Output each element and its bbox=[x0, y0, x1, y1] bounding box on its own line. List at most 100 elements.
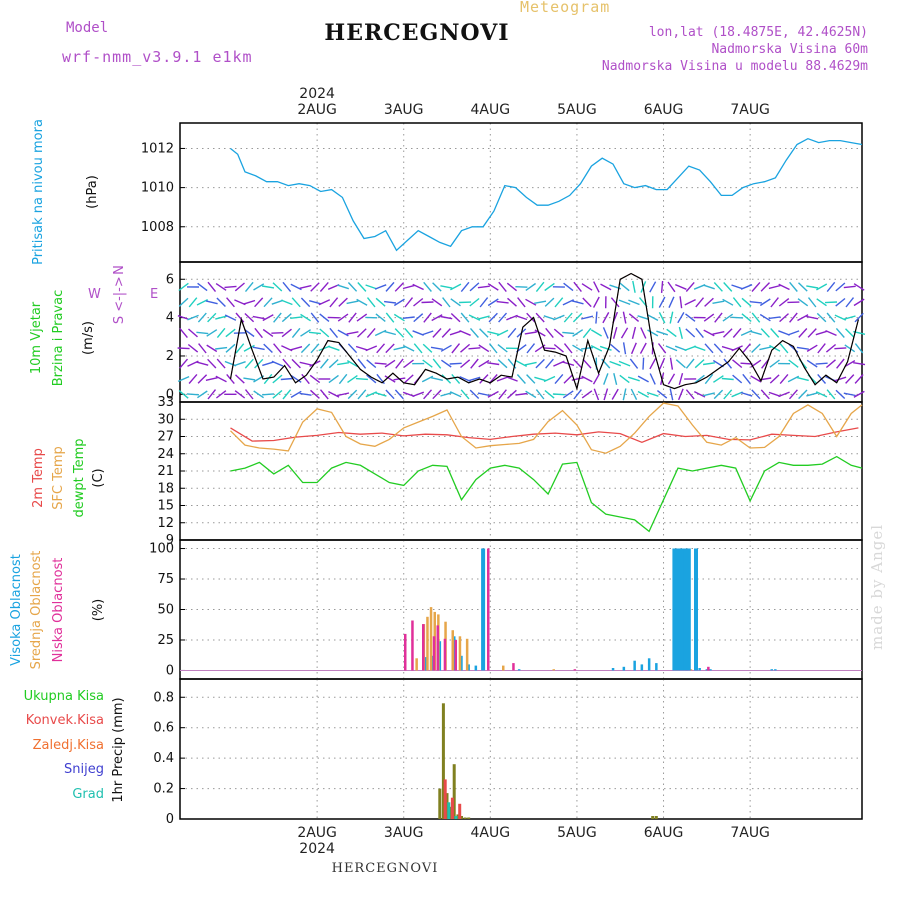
cloud-bar bbox=[705, 669, 709, 671]
wind-barb bbox=[384, 359, 396, 368]
wind-barb bbox=[207, 358, 217, 369]
wind-barb bbox=[646, 391, 659, 397]
wind-barb bbox=[347, 343, 358, 354]
cloud-bar bbox=[770, 669, 773, 671]
wind-barb bbox=[835, 389, 846, 400]
wind-barb bbox=[778, 298, 790, 307]
cloud-bar bbox=[429, 607, 433, 671]
wind-barb bbox=[798, 282, 808, 292]
cloud-bar bbox=[698, 668, 701, 671]
wind-barb bbox=[741, 297, 752, 307]
wind-barb bbox=[198, 343, 207, 354]
wind-barb bbox=[319, 281, 329, 292]
wind-barb bbox=[573, 389, 582, 400]
wind-barb bbox=[534, 376, 547, 382]
wind-barb bbox=[281, 328, 292, 338]
wind-barb bbox=[554, 297, 564, 308]
wind-barb bbox=[487, 283, 499, 291]
wind-barb bbox=[497, 359, 508, 369]
wind-barb bbox=[385, 343, 395, 354]
wind-barb bbox=[713, 343, 724, 354]
wind-barb bbox=[310, 389, 320, 399]
wind-barb bbox=[622, 388, 627, 401]
wind-barb bbox=[609, 360, 622, 367]
wind-barb bbox=[449, 391, 462, 398]
wind-barb bbox=[807, 328, 817, 338]
wind-barb bbox=[328, 359, 339, 369]
wind-barb bbox=[197, 374, 208, 384]
wind-barb bbox=[553, 314, 565, 321]
wind-barb bbox=[637, 390, 649, 398]
wind-barb bbox=[423, 281, 432, 292]
precip-bar bbox=[651, 816, 655, 819]
wind-barb bbox=[582, 327, 592, 339]
wind-barb bbox=[244, 358, 254, 369]
wind-barb bbox=[423, 389, 433, 400]
wind-barb bbox=[291, 297, 301, 308]
wind-barb bbox=[310, 343, 320, 354]
wind-barb bbox=[263, 373, 273, 385]
wind-barb bbox=[853, 283, 865, 291]
wind-barb bbox=[769, 374, 780, 384]
wind-barb bbox=[732, 359, 743, 369]
wind-barb bbox=[291, 327, 301, 339]
wind-barb bbox=[291, 358, 301, 369]
wind-barb bbox=[703, 284, 715, 290]
wind-barb bbox=[797, 298, 809, 307]
dewpoint-line bbox=[230, 455, 863, 533]
wind-barb bbox=[685, 389, 695, 400]
wind-barb bbox=[281, 345, 293, 352]
wind-barb bbox=[535, 312, 545, 323]
wind-barb bbox=[412, 283, 424, 291]
wind-barb bbox=[506, 376, 518, 382]
wind-barb bbox=[610, 343, 621, 353]
wind-ylabel: 10m Vjetar bbox=[29, 301, 44, 374]
wind-barb bbox=[477, 315, 490, 320]
wind-barb bbox=[732, 374, 743, 384]
elevation-label: Nadmorska Visina 60m bbox=[711, 42, 868, 57]
wind-barb bbox=[825, 329, 837, 337]
x-date-label-top: 7AUG bbox=[730, 102, 770, 118]
wind-barb bbox=[694, 374, 705, 384]
wind-barb bbox=[224, 285, 237, 289]
wind-barb bbox=[740, 362, 753, 365]
wind-barb bbox=[299, 361, 312, 366]
cloud-bar bbox=[436, 625, 439, 671]
precip-bar bbox=[450, 797, 454, 819]
wind-barb bbox=[469, 389, 480, 399]
x-date-label-top: 2AUG bbox=[297, 102, 337, 118]
model-elevation-label: Nadmorska Visina u modelu 88.4629m bbox=[601, 59, 868, 74]
wind-barb bbox=[581, 390, 593, 399]
wind-barb bbox=[759, 346, 772, 351]
wind-barb bbox=[440, 392, 453, 397]
wind-barb bbox=[356, 298, 368, 306]
wind-barb bbox=[282, 281, 292, 293]
wind-barb bbox=[787, 375, 800, 383]
wind-barb bbox=[357, 389, 367, 400]
wind-barb bbox=[507, 297, 517, 307]
wind-barb bbox=[788, 359, 799, 368]
pressure-unit: (hPa) bbox=[85, 175, 100, 209]
wind-barb bbox=[610, 297, 620, 308]
cloud-bar bbox=[431, 655, 434, 671]
wind-ylabel-2: Brzina i Pravac bbox=[51, 290, 66, 387]
wind-barb bbox=[177, 375, 190, 383]
wind-barb bbox=[487, 330, 500, 336]
wind-barb bbox=[524, 361, 537, 366]
wind-barb bbox=[224, 314, 237, 321]
wind-barb bbox=[731, 284, 744, 290]
wind-barb bbox=[769, 359, 780, 368]
cloud-bar bbox=[611, 668, 615, 671]
wind-barb bbox=[658, 296, 666, 308]
wind-barb bbox=[179, 327, 188, 339]
cloud-bar bbox=[774, 669, 777, 671]
compass-s: S bbox=[112, 316, 127, 324]
wind-barb bbox=[178, 389, 189, 399]
wind-barb bbox=[517, 297, 526, 308]
wind-barb bbox=[526, 343, 536, 354]
wind-barb bbox=[825, 343, 837, 353]
wind-barb bbox=[612, 327, 618, 339]
wind-barb bbox=[243, 344, 255, 352]
wind-barb bbox=[563, 312, 573, 323]
y-tick-label: 0.8 bbox=[153, 690, 174, 705]
